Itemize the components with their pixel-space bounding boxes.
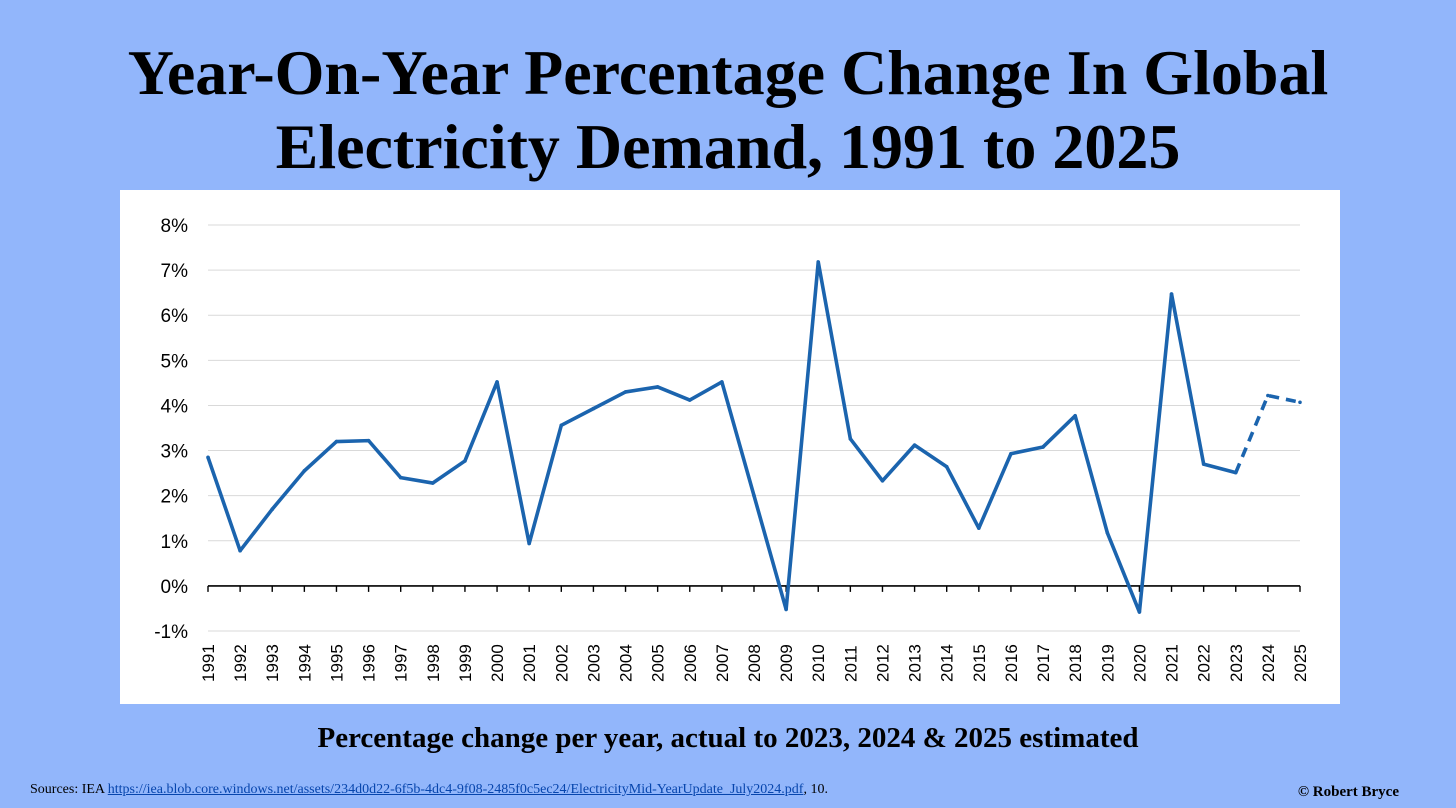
- series-line-estimated: [1234, 393, 1301, 474]
- x-tick-label: 2010: [809, 644, 828, 682]
- data-point-1992: [238, 548, 242, 553]
- x-tick-label: 1995: [327, 644, 346, 682]
- x-tick-label: 2019: [1098, 644, 1117, 682]
- y-tick-label: 7%: [161, 261, 189, 282]
- sources-suffix: , 10.: [803, 782, 828, 797]
- data-point-1991: [206, 455, 210, 460]
- x-tick-label: 2007: [713, 644, 732, 682]
- data-point-2015: [977, 526, 981, 530]
- x-tick-label: 2025: [1291, 644, 1310, 682]
- x-tick-label: 1997: [392, 644, 411, 682]
- x-tick-label: 1996: [360, 644, 379, 682]
- x-tick-label: 2003: [584, 644, 603, 682]
- copyright: © Robert Bryce: [1297, 784, 1399, 800]
- x-tick-label: 2015: [970, 644, 989, 682]
- data-point-2013: [912, 443, 917, 447]
- chart-title: Year-On-Year Percentage Change In Global…: [0, 36, 1456, 184]
- data-point-2019: [1105, 530, 1110, 535]
- x-tick-label: 2023: [1227, 644, 1246, 682]
- data-point-2003: [591, 406, 596, 411]
- data-point-1994: [302, 469, 307, 473]
- data-series: [206, 260, 1302, 614]
- data-point-2008: [752, 493, 756, 498]
- data-point-2014: [944, 464, 949, 469]
- x-tick-label: 2000: [488, 644, 507, 682]
- y-tick-label: 8%: [161, 216, 189, 237]
- x-tick-label: 1998: [424, 644, 443, 682]
- data-point-2021: [1169, 292, 1174, 296]
- line-chart: -1%0%1%2%3%4%5%6%7%8% 1991 1992 1993 1994 19…: [154, 216, 1310, 682]
- x-tick-label: 2002: [552, 644, 571, 682]
- x-tick-label: 2005: [649, 644, 668, 682]
- x-tick-label: 2017: [1034, 644, 1053, 682]
- data-point-2002: [559, 423, 564, 428]
- x-axis: [207, 585, 1301, 592]
- data-point-2012: [880, 478, 885, 483]
- y-tick-label: 4%: [161, 396, 189, 417]
- data-point-2022: [1201, 462, 1206, 466]
- x-tick-label: 2012: [873, 644, 892, 682]
- x-tick-label: 2008: [745, 644, 764, 682]
- sources-prefix: Sources: IEA: [30, 782, 108, 797]
- y-tick-label: 6%: [161, 306, 189, 327]
- data-point-1998: [431, 481, 435, 485]
- x-tick-label: 2004: [617, 644, 636, 682]
- x-tick-label: 1999: [456, 644, 475, 682]
- x-tick-label: 2014: [938, 644, 957, 682]
- y-tick-label: -1%: [154, 622, 188, 643]
- plot-panel: -1% 0% 1% 2% 3% 4% 5% 6% 7% 8% 1991 1992 1993 1994 19…: [120, 190, 1340, 704]
- data-point-2024: [1266, 393, 1270, 398]
- x-tick-label: 2022: [1195, 644, 1214, 682]
- x-tick-label: 1992: [231, 644, 250, 682]
- x-tick-label: 2011: [841, 645, 860, 682]
- y-tick-label: 1%: [161, 532, 189, 553]
- data-point-2006: [687, 398, 692, 402]
- x-tick-label: 2001: [520, 644, 539, 682]
- chart-caption: Percentage change per year, actual to 20…: [317, 722, 1139, 754]
- chart-title-line2: Electricity Demand, 1991 to 2025: [275, 111, 1181, 182]
- data-point-2000: [495, 380, 499, 384]
- gridlines: [208, 224, 1300, 632]
- series-line-actual: [206, 260, 1237, 614]
- data-point-2023: [1233, 470, 1238, 475]
- data-point-1995: [334, 439, 339, 444]
- data-point-2018: [1073, 414, 1077, 418]
- y-tick-label: 0%: [161, 577, 189, 598]
- x-tick-label: 2016: [1002, 644, 1021, 682]
- data-point-2011: [848, 437, 853, 441]
- data-point-2016: [1009, 451, 1013, 456]
- x-tick-label: 2009: [777, 644, 796, 682]
- data-point-2009: [784, 607, 788, 612]
- data-point-2020: [1137, 610, 1142, 614]
- data-point-2007: [720, 380, 724, 384]
- x-tick-label: 2021: [1163, 644, 1182, 682]
- sources-link[interactable]: https://iea.blob.core.windows.net/assets…: [107, 782, 804, 797]
- y-tick-label: 3%: [161, 442, 189, 463]
- x-tick-label: 2024: [1259, 644, 1278, 682]
- x-tick-label: 2018: [1066, 644, 1085, 682]
- data-point-1999: [463, 459, 467, 463]
- y-axis-tick-labels: -1% 0% 1% 2% 3% 4% 5% 6% 7% 8%: [154, 216, 188, 643]
- data-point-2025: [1298, 400, 1302, 405]
- x-tick-label: 1993: [263, 644, 282, 682]
- x-tick-label: 2006: [681, 644, 700, 682]
- y-tick-label: 2%: [161, 487, 189, 508]
- data-point-2017: [1041, 445, 1045, 449]
- chart-title-line1: Year-On-Year Percentage Change In Global: [127, 37, 1329, 108]
- x-tick-label: 1991: [199, 644, 218, 682]
- y-tick-label: 5%: [161, 351, 189, 372]
- data-point-1996: [366, 438, 371, 443]
- data-point-1993: [270, 507, 275, 512]
- x-tick-label: 2020: [1130, 644, 1149, 682]
- x-axis-tick-labels: 1991 1992 1993 1994 1995 1996 1997 1998 1999 2000…: [199, 644, 1310, 682]
- data-point-2004: [623, 390, 628, 394]
- data-point-2001: [527, 541, 531, 546]
- sources-note: Sources: IEA https://iea.blob.core.windo…: [30, 782, 828, 798]
- x-tick-label: 1994: [295, 644, 314, 682]
- x-tick-label: 2013: [906, 644, 925, 682]
- data-point-2010: [816, 260, 821, 264]
- data-point-1997: [398, 475, 403, 480]
- data-point-2005: [655, 385, 660, 389]
